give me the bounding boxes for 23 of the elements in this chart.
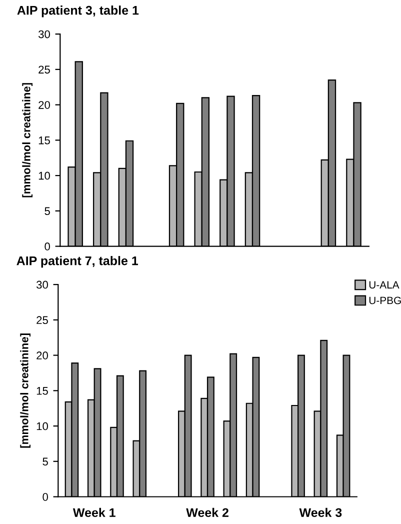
y-axis-title: [mmol/mol creatinine] xyxy=(22,83,33,198)
y-tick-label: 10 xyxy=(36,422,48,430)
y-tick-label: 15 xyxy=(36,387,48,395)
y-axis-title: [mmol/mol creatinine] xyxy=(20,334,31,448)
y-tick-label: 25 xyxy=(38,66,50,74)
x-tick-label: Week 3 xyxy=(299,508,342,518)
y-tick-label: 0 xyxy=(42,493,48,501)
y-tick-label: 30 xyxy=(36,280,48,289)
legend-label: U-ALA xyxy=(369,281,400,289)
y-tick-label: 5 xyxy=(42,458,48,466)
legend-label: U-PBG xyxy=(369,296,401,304)
y-tick-label: 15 xyxy=(38,136,50,144)
x-tick-label: Week 1 xyxy=(72,508,116,518)
y-tick-label: 30 xyxy=(38,30,50,38)
y-tick-label: 0 xyxy=(44,242,50,250)
y-tick-label: 5 xyxy=(44,207,50,216)
y-tick-label: 10 xyxy=(38,172,50,180)
x-tick-label: Week 2 xyxy=(186,508,228,518)
y-tick-label: 20 xyxy=(38,101,50,109)
y-tick-label: 25 xyxy=(36,316,48,324)
y-tick-label: 20 xyxy=(36,352,48,360)
chart-title: AIP patient 7, table 1 xyxy=(16,256,138,268)
chart-title: AIP patient 3, table 1 xyxy=(17,6,139,18)
